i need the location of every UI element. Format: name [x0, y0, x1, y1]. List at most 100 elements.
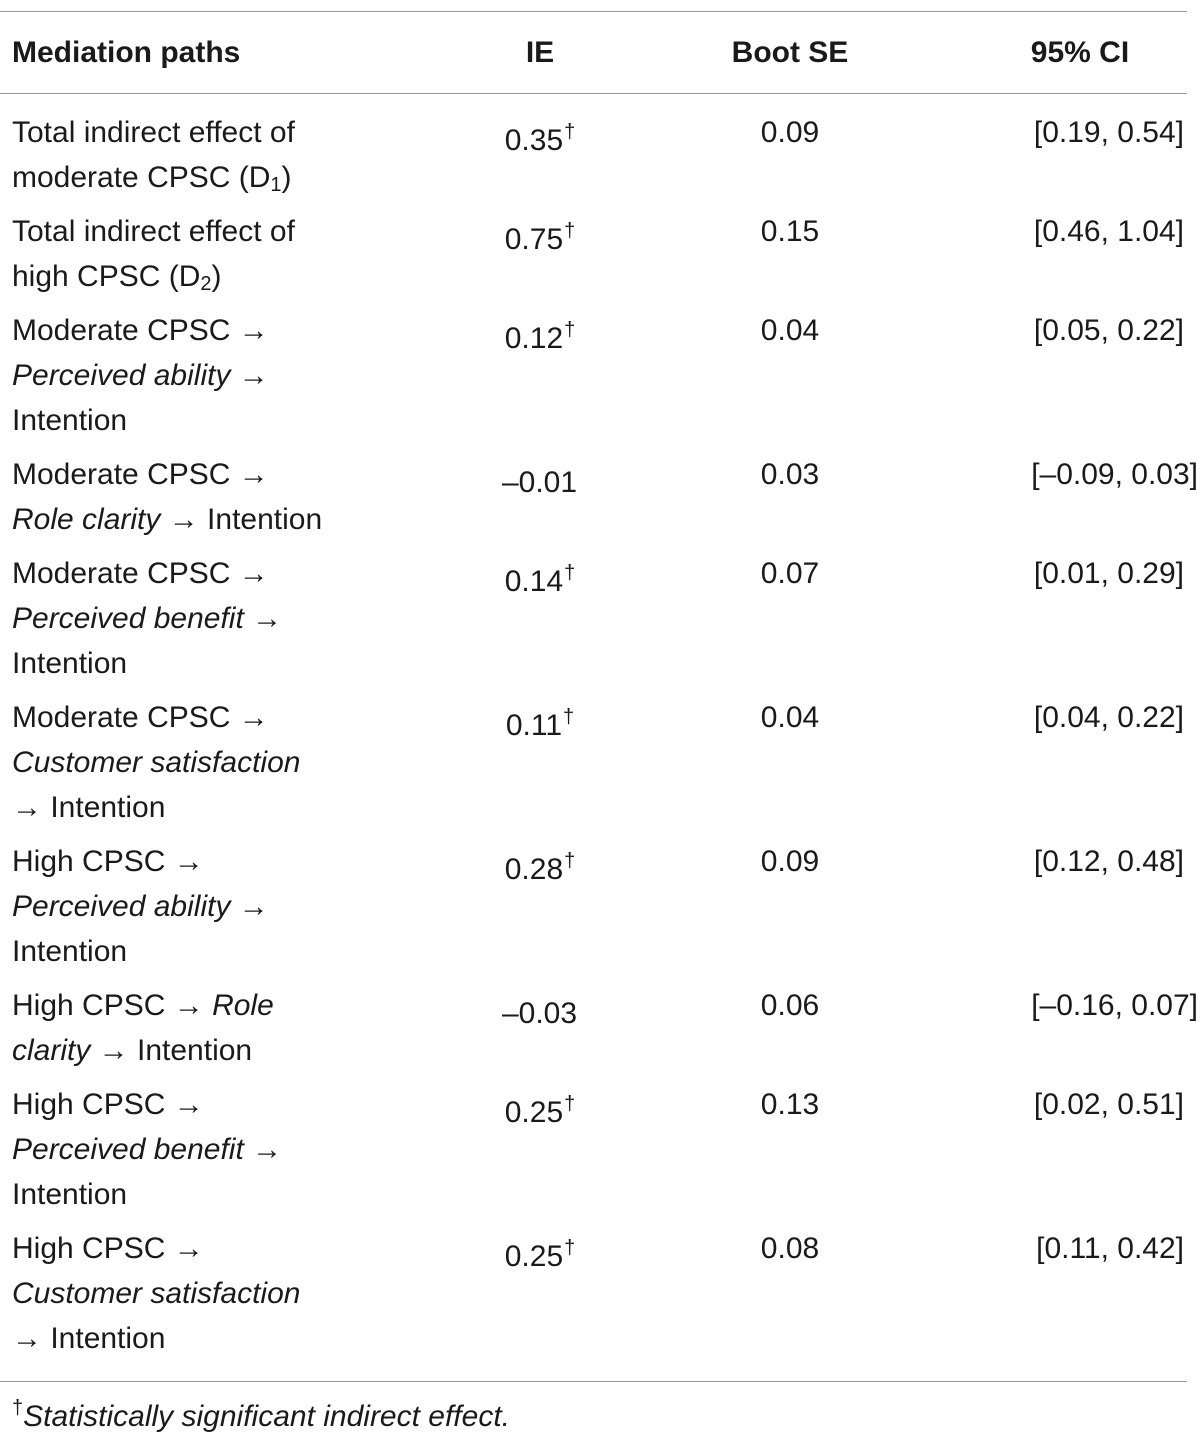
mediation-path-line: Intention: [12, 398, 372, 443]
mediation-path-line: Customer satisfaction: [12, 740, 372, 785]
path-text: Perceived ability: [12, 359, 231, 392]
path-text: clarity: [12, 1034, 91, 1067]
ie-cell: –0.01: [440, 452, 640, 505]
significance-dagger: †: [564, 319, 576, 341]
path-text: Intention: [12, 404, 128, 437]
path-text: Moderate CPSC →: [12, 458, 269, 491]
boot-se-cell: 0.09: [760, 845, 820, 878]
ie-value: 0.35: [504, 124, 564, 157]
table-footnote: †Statistically significant indirect effe…: [12, 1397, 510, 1434]
path-text: Role clarity: [12, 503, 161, 536]
path-text: → Intention: [12, 791, 166, 824]
path-text: Customer satisfaction: [12, 1277, 301, 1310]
ie-value: –0.01: [501, 466, 578, 499]
mediation-path-line: → Intention: [12, 1316, 372, 1361]
ie-value: 0.28: [504, 853, 564, 886]
mediation-path-line: clarity → Intention: [12, 1028, 372, 1073]
path-text: → Intention: [160, 503, 323, 536]
ie-value: 0.25: [504, 1096, 564, 1129]
significance-dagger: †: [564, 220, 576, 242]
mediation-path-cell: Total indirect effect of moderate CPSC (D…: [12, 110, 372, 208]
mediation-path-line: Intention: [12, 1172, 372, 1217]
header-boot-se: Boot SE: [731, 36, 849, 69]
mediation-path-line: Perceived benefit →: [12, 596, 372, 641]
mediation-path-line: High CPSC → Role: [12, 983, 372, 1028]
ie-cell: 0.28†: [440, 839, 640, 892]
significance-dagger: †: [564, 121, 576, 143]
ci-cell: [0.46, 1.04]: [1033, 215, 1184, 248]
path-text: → Intention: [90, 1034, 253, 1067]
ci-cell: [0.05, 0.22]: [1033, 314, 1184, 347]
ie-cell: 0.25†: [440, 1226, 640, 1279]
path-text: ): [211, 260, 222, 293]
ie-value: 0.11: [505, 709, 563, 742]
header-mediation-paths: Mediation paths: [12, 36, 241, 69]
path-text: Total indirect effect of: [12, 215, 295, 248]
path-text: Perceived benefit: [12, 1133, 244, 1166]
path-text: Moderate CPSC →: [12, 701, 269, 734]
path-text: Moderate CPSC →: [12, 557, 269, 590]
path-text: Customer satisfaction: [12, 746, 301, 779]
path-text: →: [243, 1133, 283, 1166]
mediation-path-line: High CPSC →: [12, 1082, 372, 1127]
significance-dagger: †: [564, 562, 576, 584]
mediation-path-line: Total indirect effect of: [12, 209, 372, 254]
mediation-path-line: Perceived benefit →: [12, 1127, 372, 1172]
mediation-path-line: moderate CPSC (D1): [12, 155, 372, 208]
ie-cell: 0.11†: [440, 695, 640, 748]
mediation-path-cell: High CPSC → Role clarity → Intention: [12, 983, 372, 1073]
ie-value: 0.75: [504, 223, 564, 256]
path-text: →: [230, 359, 269, 392]
mediation-path-line: Perceived ability →: [12, 353, 372, 398]
path-text: High CPSC →: [12, 845, 204, 878]
path-text: Moderate CPSC →: [12, 314, 269, 347]
significance-dagger: †: [564, 850, 576, 872]
mediation-path-cell: High CPSC → Customer satisfaction → Intent…: [12, 1226, 372, 1361]
ie-value: 0.12: [504, 322, 564, 355]
ci-cell: [0.02, 0.51]: [1033, 1088, 1184, 1121]
ci-cell: [–0.09, 0.03]: [1031, 458, 1198, 491]
path-text: High CPSC →: [12, 1232, 204, 1265]
ie-cell: 0.75†: [440, 209, 640, 262]
path-text: Role: [212, 989, 274, 1022]
path-text: ): [281, 161, 292, 194]
ie-value: –0.03: [501, 997, 578, 1030]
path-text: Total indirect effect of: [12, 116, 295, 149]
boot-se-cell: 0.03: [760, 458, 820, 491]
mediation-path-line: High CPSC →: [12, 839, 372, 884]
table-top-rule: [0, 11, 1187, 12]
ci-cell: [0.19, 0.54]: [1033, 116, 1184, 149]
mediation-path-line: Moderate CPSC →: [12, 308, 372, 353]
mediation-path-line: Total indirect effect of: [12, 110, 372, 155]
significance-dagger: †: [564, 1237, 576, 1259]
boot-se-cell: 0.08: [760, 1232, 820, 1265]
path-text: →: [230, 890, 269, 923]
footnote-dagger: †: [12, 1397, 24, 1419]
ci-cell: [0.04, 0.22]: [1033, 701, 1184, 734]
header-95-ci: 95% CI: [1030, 36, 1130, 69]
footnote-text: Statistically significant indirect effec…: [23, 1400, 510, 1433]
significance-dagger: †: [563, 706, 575, 728]
mediation-path-cell: Moderate CPSC → Perceived benefit → Intent…: [12, 551, 372, 686]
table-header-rule: [0, 93, 1187, 94]
ie-value: 0.14: [504, 565, 564, 598]
path-text: Intention: [12, 647, 128, 680]
path-text: Intention: [12, 1178, 128, 1211]
ie-cell: 0.14†: [440, 551, 640, 604]
boot-se-cell: 0.06: [760, 989, 820, 1022]
path-text: Perceived ability: [12, 890, 231, 923]
mediation-path-line: Intention: [12, 929, 372, 974]
ie-cell: 0.25†: [440, 1082, 640, 1135]
boot-se-cell: 0.15: [760, 215, 820, 248]
mediation-path-line: Intention: [12, 641, 372, 686]
mediation-path-cell: High CPSC → Perceived benefit → Intention: [12, 1082, 372, 1217]
mediation-path-cell: Moderate CPSC → Perceived ability → Intent…: [12, 308, 372, 443]
path-text: High CPSC →: [12, 1088, 204, 1121]
subscript: 1: [270, 174, 282, 196]
mediation-path-line: Moderate CPSC →: [12, 551, 372, 596]
ci-cell: [0.11, 0.42]: [1036, 1232, 1184, 1265]
ci-cell: [–0.16, 0.07]: [1031, 989, 1198, 1022]
mediation-path-line: Customer satisfaction: [12, 1271, 372, 1316]
path-text: Intention: [12, 935, 128, 968]
ie-cell: –0.03: [440, 983, 640, 1036]
